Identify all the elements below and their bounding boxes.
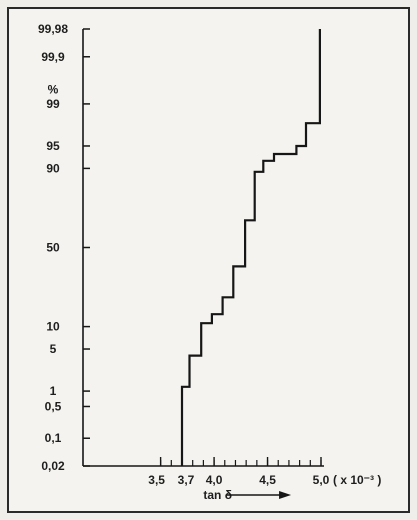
x-axis-arrow-head bbox=[279, 491, 292, 499]
y-tick-label: 1 bbox=[50, 384, 57, 398]
y-tick-label: 99,9 bbox=[41, 50, 65, 64]
x-axis-label: tan δ bbox=[203, 488, 232, 502]
y-tick-label: 99 bbox=[46, 97, 60, 111]
y-tick-label: 90 bbox=[46, 161, 60, 175]
y-tick-label: 50 bbox=[46, 241, 60, 255]
x-tick-label: 3,5 bbox=[148, 473, 165, 487]
series-step-line bbox=[180, 29, 321, 466]
x-unit-label: ( x 10⁻³ ) bbox=[333, 473, 381, 487]
x-tick-label: 4,5 bbox=[259, 473, 276, 487]
chart-figure: 0,02 0,1 0,5 1 5 10 50 90 95 99 99,9 99,98% 3,5 3,7 4,… bbox=[7, 7, 410, 513]
x-tick-label: 4,0 bbox=[206, 473, 223, 487]
y-unit-label: % bbox=[48, 82, 59, 96]
y-tick-label: 0,5 bbox=[45, 399, 62, 413]
y-tick-label: 10 bbox=[46, 320, 60, 334]
y-tick-label: 5 bbox=[50, 342, 57, 356]
y-tick-label: 99,98 bbox=[38, 22, 68, 36]
x-tick-label: 3,7 bbox=[178, 473, 195, 487]
x-tick-label: 5,0 bbox=[313, 473, 330, 487]
y-tick-label: 0,1 bbox=[45, 431, 62, 445]
y-tick-label: 95 bbox=[46, 139, 60, 153]
y-tick-label: 0,02 bbox=[41, 459, 65, 473]
step-chart: 0,02 0,1 0,51 5 10 50 90 95 99 99,9 99,98% 3,5 3,7 4,… bbox=[38, 22, 381, 502]
